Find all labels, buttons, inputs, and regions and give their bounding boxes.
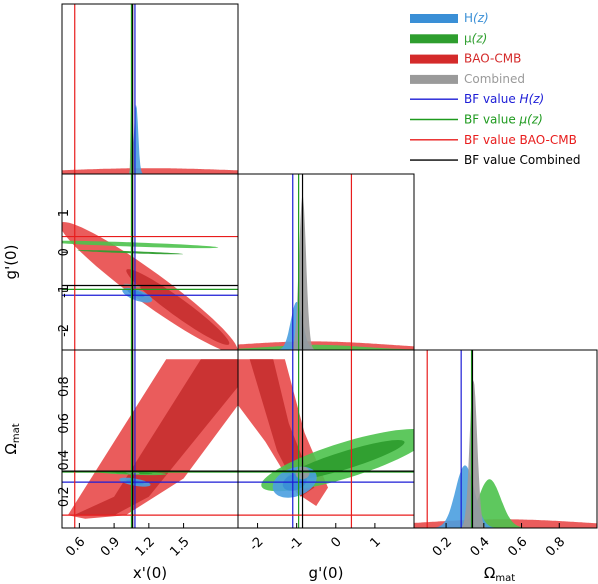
combined-hist-om — [414, 380, 597, 528]
x-tick-label: 0.6 — [63, 534, 88, 559]
mu-hist-x — [62, 71, 238, 174]
mu-contour-omg-inner — [286, 440, 405, 481]
x-tick-label: 0.9 — [98, 534, 123, 559]
y-tick-label: 0.2 — [57, 486, 72, 507]
legend-swatch — [410, 74, 458, 84]
x-tick-label: 0.6 — [505, 534, 530, 559]
h-hist-om — [414, 465, 597, 528]
panel-frame-00 — [61, 3, 239, 175]
x-tick-label: 0.2 — [430, 534, 455, 559]
panel-frame-11 — [237, 173, 415, 351]
legend-swatch — [410, 54, 458, 64]
legend-label: H(z) — [464, 11, 489, 25]
legend-swatch — [410, 14, 458, 23]
y-tick-label: 1 — [57, 209, 72, 217]
legend-label: Combined — [464, 72, 525, 86]
y-tick-label: -1 — [57, 285, 72, 298]
legend-label: BF value μ(z) — [464, 113, 543, 127]
x-tick-label: -1 — [286, 534, 306, 554]
legend-label: BF value H(z) — [464, 92, 544, 106]
y-axis-label: g'(0) — [2, 245, 20, 280]
combined-hist-x — [62, 88, 238, 174]
x-axis-label: Ωmat — [484, 564, 515, 584]
x-tick-label: 1 — [367, 534, 383, 550]
mu-contour-gx-inner — [77, 250, 184, 255]
combined-hist-g — [238, 195, 414, 350]
bao-contour-gx-inner — [126, 269, 230, 345]
bao-hist-x — [62, 168, 238, 174]
h-hist-x — [62, 104, 238, 174]
legend-label: BAO-CMB — [464, 52, 521, 66]
mu-hist-om — [414, 479, 597, 528]
x-tick-label: -2 — [247, 534, 267, 554]
x-tick-label: 1.2 — [133, 534, 158, 559]
y-tick-label: 0.4 — [57, 450, 72, 471]
legend-swatch — [410, 34, 458, 44]
x-tick-label: 0.4 — [468, 534, 493, 559]
legend-label: μ(z) — [464, 31, 487, 45]
y-tick-label: 0 — [57, 248, 72, 256]
bao-contour-omx — [67, 359, 238, 519]
x-tick-label: 0.8 — [543, 534, 568, 559]
panel-frame-22 — [413, 349, 598, 529]
y-tick-label: 0.8 — [57, 376, 72, 397]
mu-contour-gx-outer — [62, 240, 219, 249]
legend: H(z) μ(z) BAO-CMB Combined BF value H(z) BF v… — [410, 11, 581, 167]
x-axis-label: x'(0) — [133, 564, 167, 582]
bao-contour-omx-inner — [73, 359, 238, 516]
y-axis-label: Ωmat — [2, 423, 22, 454]
legend-label: BF value Combined — [464, 153, 581, 167]
legend-label: BF value BAO-CMB — [464, 133, 577, 147]
y-tick-label: -2 — [57, 324, 72, 337]
mu-contour-gx — [62, 240, 219, 255]
x-tick-label: 1.5 — [167, 534, 192, 559]
x-tick-label: 0 — [328, 534, 344, 550]
y-tick-label: 0.6 — [57, 413, 72, 434]
x-axis-label: g'(0) — [309, 564, 344, 582]
